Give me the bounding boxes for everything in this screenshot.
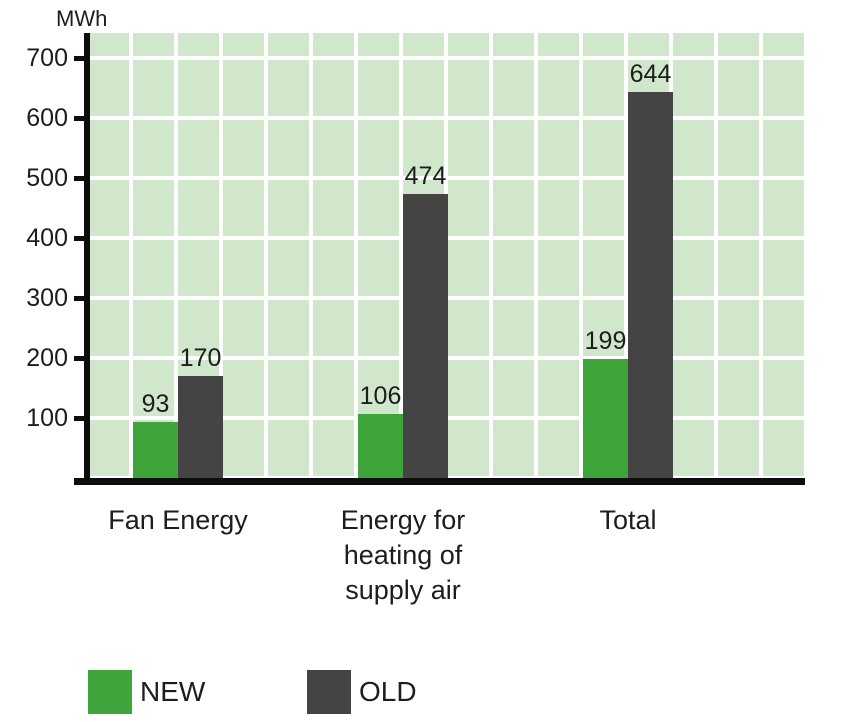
y-tick-label: 600 <box>26 104 68 132</box>
legend-swatch <box>307 670 351 714</box>
y-tick-mark <box>74 355 90 361</box>
x-category-label: Total <box>599 505 657 535</box>
legend-item-old: OLD <box>307 670 417 714</box>
legend-swatch <box>88 670 132 714</box>
x-category-label: Fan Energy <box>108 505 248 535</box>
bar-old <box>403 194 448 478</box>
bar-value-label: 644 <box>629 60 672 88</box>
bar-new <box>358 414 403 478</box>
x-axis-line <box>74 478 805 485</box>
y-tick-label: 300 <box>26 284 68 312</box>
y-tick-mark <box>74 295 90 301</box>
y-tick-label: 700 <box>26 44 68 72</box>
y-tick-label: 500 <box>26 164 68 192</box>
bar-value-label: 170 <box>179 344 222 372</box>
y-axis-line <box>84 33 90 485</box>
y-tick-label: 200 <box>26 344 68 372</box>
bar-old <box>628 92 673 478</box>
legend-label: OLD <box>359 676 417 707</box>
bar-new <box>583 359 628 478</box>
y-tick-mark <box>74 55 90 61</box>
y-tick-label: 100 <box>26 404 68 432</box>
legend-item-new: NEW <box>88 670 205 714</box>
y-tick-mark <box>74 115 90 121</box>
bar-value-label: 106 <box>359 382 402 410</box>
bar-value-label: 93 <box>141 390 170 418</box>
y-tick-mark <box>74 415 90 421</box>
bar-old <box>178 376 223 478</box>
bar-value-label: 474 <box>404 162 447 190</box>
legend-label: NEW <box>140 676 206 707</box>
bar-value-label: 199 <box>584 327 627 355</box>
y-axis-unit-label: MWh <box>56 6 108 31</box>
x-category-label: Energy for heating of supply air <box>340 505 466 605</box>
y-tick-label: 400 <box>26 224 68 252</box>
bar-new <box>133 422 178 478</box>
y-tick-mark <box>74 175 90 181</box>
y-tick-mark <box>74 235 90 241</box>
